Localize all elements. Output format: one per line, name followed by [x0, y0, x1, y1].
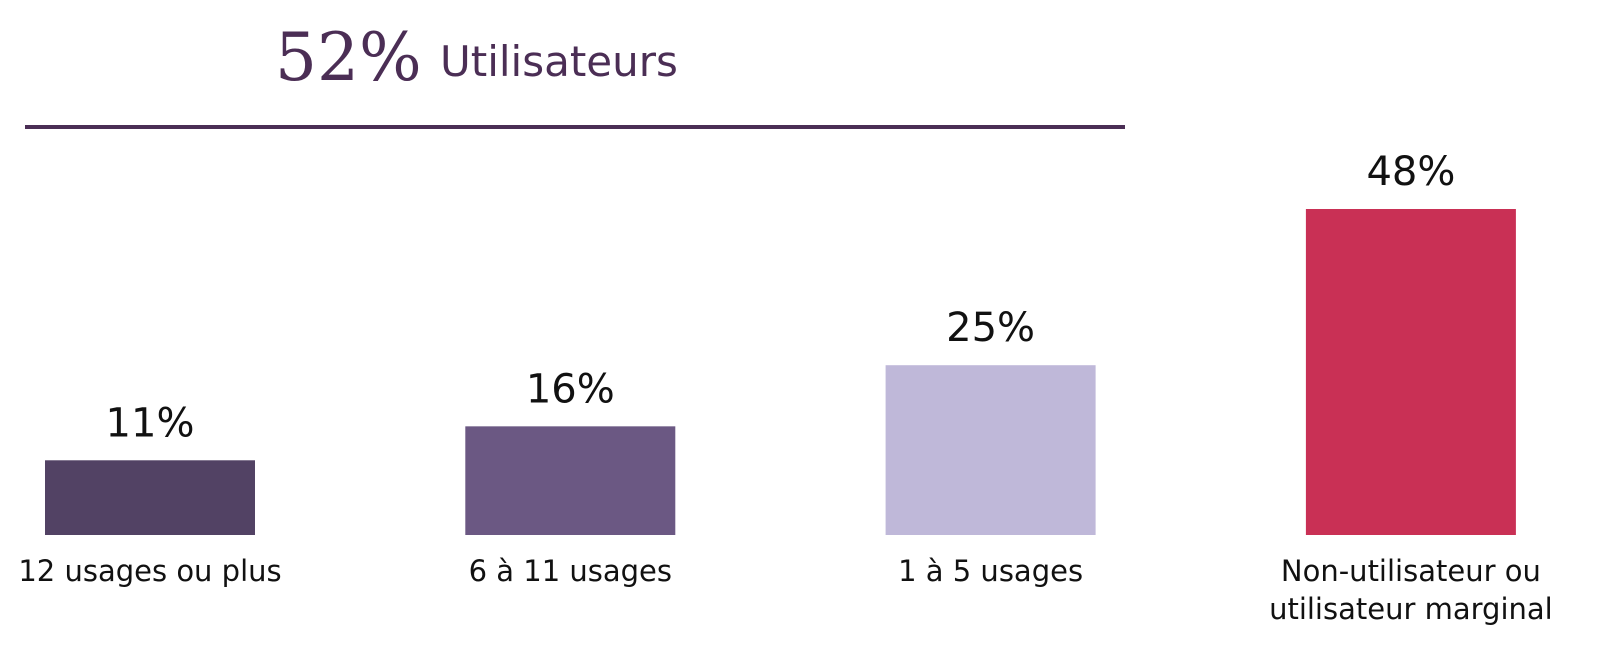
value-label: 48% [1366, 149, 1455, 195]
category-label: Non-utilisateur ou utilisateur marginal [1269, 554, 1553, 626]
header-text: Utilisateurs [440, 37, 678, 86]
bar [885, 365, 1096, 535]
value-label: 11% [106, 400, 195, 446]
category-label: 12 usages ou plus [18, 554, 282, 588]
category-label: 1 à 5 usages [898, 554, 1084, 588]
value-label: 25% [946, 305, 1035, 351]
bar [465, 426, 676, 535]
value-label: 16% [526, 366, 615, 412]
bar [45, 460, 255, 535]
header-figure: 52% [275, 19, 422, 96]
category-label: 6 à 11 usages [468, 554, 672, 588]
bar [1305, 209, 1516, 535]
